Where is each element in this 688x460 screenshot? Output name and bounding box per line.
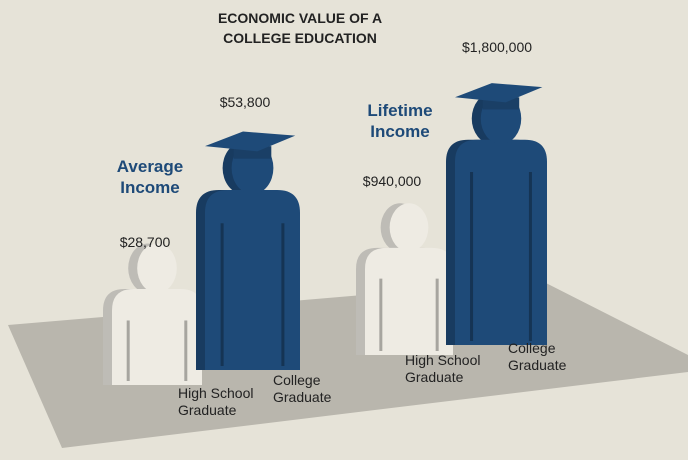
value-label: $28,700 (90, 234, 200, 251)
infographic: ECONOMIC VALUE OF A COLLEGE EDUCATION Av… (0, 0, 688, 460)
category-label: High School Graduate (405, 352, 495, 386)
value-label: $940,000 (337, 173, 447, 190)
person-figure (103, 243, 202, 385)
group-title: Average Income (95, 156, 205, 198)
person-figure (356, 203, 453, 355)
figure-layer (0, 0, 688, 460)
chart-title: ECONOMIC VALUE OF A COLLEGE EDUCATION (195, 8, 405, 48)
person-figure (446, 83, 547, 345)
category-label: High School Graduate (178, 385, 268, 419)
person-figure (196, 131, 300, 370)
value-label: $1,800,000 (442, 39, 552, 56)
category-label: College Graduate (508, 340, 578, 374)
category-label: College Graduate (273, 372, 343, 406)
group-title: Lifetime Income (345, 100, 455, 142)
value-label: $53,800 (190, 94, 300, 111)
